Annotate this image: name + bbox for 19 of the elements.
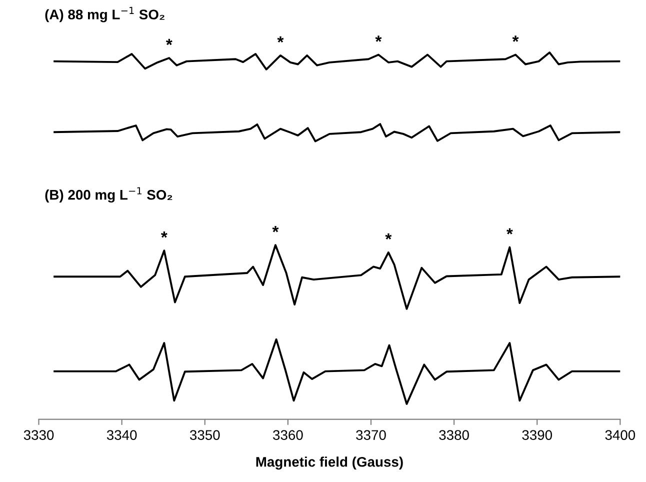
x-tick-label: 3350 bbox=[190, 430, 220, 440]
annotation: * bbox=[385, 233, 392, 240]
annotation: * bbox=[277, 36, 284, 43]
annotation: * bbox=[272, 226, 279, 232]
x-tick-label: 3330 bbox=[24, 430, 54, 440]
annotation: * bbox=[166, 38, 172, 46]
x-axis-title: Magnetic field (Gauss) bbox=[256, 456, 403, 470]
x-tick-label: 3340 bbox=[106, 430, 137, 440]
x-tick-label: 3390 bbox=[522, 430, 552, 440]
x-tick-label: 3400 bbox=[605, 430, 636, 440]
text: (A) 88 mg L$^{−1}$ SO₂ bbox=[45, 6, 164, 22]
x-tick-label: 3380 bbox=[439, 430, 469, 440]
annotation: * bbox=[512, 36, 519, 42]
annotation: * bbox=[375, 36, 382, 42]
annotation: * bbox=[506, 228, 513, 234]
x-tick-label: 3370 bbox=[356, 430, 386, 440]
annotation: * bbox=[160, 232, 168, 238]
annotation: (B) 200 mg L$^{−1}$ SO₂ bbox=[45, 187, 172, 203]
x-tick-label: 3360 bbox=[273, 430, 303, 440]
